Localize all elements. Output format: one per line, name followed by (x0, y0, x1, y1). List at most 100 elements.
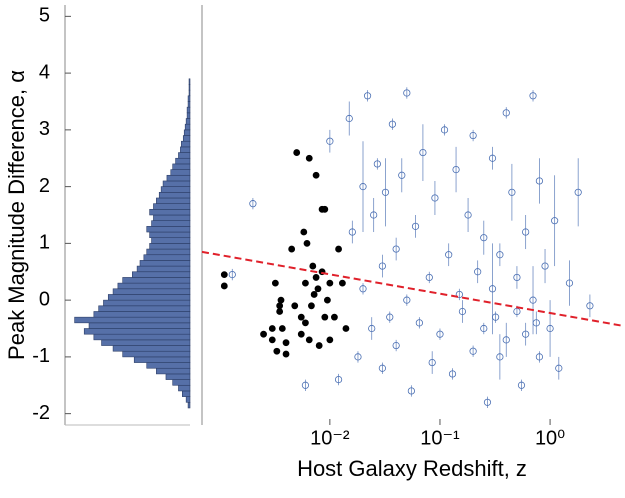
hist-bar (156, 367, 191, 375)
hist-bar (149, 243, 191, 250)
open-point (370, 211, 378, 219)
hist-bar (107, 294, 191, 301)
hist-bar (132, 271, 191, 278)
open-point (448, 370, 457, 378)
filled-point (273, 347, 281, 355)
open-point (502, 109, 510, 117)
filled-point (321, 313, 329, 321)
fit-line (201, 250, 623, 327)
x-tick-label: 10⁰ (535, 427, 565, 449)
hist-bar (166, 174, 191, 182)
open-point (326, 137, 334, 145)
hist-bar (103, 299, 191, 307)
hist-bar (178, 384, 191, 392)
hist-bar (162, 180, 191, 187)
hist-bar (170, 169, 191, 176)
open-point (363, 92, 372, 100)
hist-bar (160, 186, 191, 193)
open-point (452, 165, 460, 174)
hist-bar (122, 277, 191, 284)
filled-point (326, 336, 334, 344)
hist-bar (185, 396, 191, 403)
open-point (522, 330, 530, 338)
filled-point (297, 330, 305, 338)
open-point (301, 381, 310, 389)
hist-bar (187, 101, 191, 108)
hist-bar (181, 140, 191, 148)
open-point (431, 194, 439, 202)
filled-point (326, 279, 334, 287)
hist-bar (93, 311, 191, 318)
hist-bar (151, 220, 191, 227)
filled-point (282, 339, 290, 347)
open-point (407, 387, 415, 395)
open-point (529, 296, 537, 304)
hist-bar (153, 203, 191, 210)
filled-point (339, 279, 346, 287)
filled-point (312, 274, 320, 281)
filled-point (309, 262, 317, 270)
open-point (546, 324, 554, 333)
y-tick-label: 5 (39, 5, 50, 27)
hist-bar (93, 333, 191, 341)
hist-bar (185, 118, 191, 125)
filled-point (314, 285, 322, 293)
open-point (565, 279, 574, 287)
y-tick-label: 1 (39, 232, 50, 254)
filled-point (297, 313, 305, 321)
open-point (469, 347, 477, 355)
open-point (345, 114, 353, 123)
filled-point (293, 149, 301, 156)
open-point (368, 324, 376, 333)
y-axis-label: Peak Magnitude Difference, α (4, 70, 29, 360)
open-point (488, 154, 497, 162)
hist-bar (187, 401, 191, 409)
hist-bar (182, 135, 191, 142)
hist-bar (172, 163, 191, 170)
hist-bar (156, 197, 191, 204)
open-point (415, 319, 423, 327)
hist-bar (117, 282, 191, 290)
hist-bar (112, 288, 191, 295)
hist-bar (151, 237, 191, 244)
open-point (480, 324, 488, 333)
open-point (458, 307, 467, 316)
hist-bar (83, 328, 191, 335)
filled-point (300, 228, 308, 236)
open-point (555, 364, 563, 372)
filled-point (321, 205, 329, 213)
open-point (445, 251, 453, 259)
filled-point (278, 325, 286, 332)
x-axis-label: Host Galaxy Redshift, z (297, 456, 527, 481)
open-point (474, 268, 482, 276)
open-point (532, 319, 540, 327)
hist-bar (122, 350, 191, 358)
filled-point (305, 336, 313, 344)
hist-bar (149, 231, 191, 239)
hist-bar (98, 305, 191, 312)
open-point (483, 398, 492, 406)
y-tick-label: 3 (39, 118, 50, 140)
open-point (551, 217, 559, 225)
filled-point (315, 342, 323, 349)
filled-point (271, 279, 279, 287)
filled-point (308, 302, 315, 310)
hist-bar (158, 191, 191, 199)
open-point (228, 270, 236, 279)
filled-point (291, 302, 299, 310)
open-point (419, 148, 427, 157)
hist-bar (186, 106, 191, 114)
open-point (392, 341, 400, 350)
y-tick-label: 0 (39, 288, 50, 310)
hist-bar (146, 226, 191, 233)
hist-bar (186, 112, 191, 119)
open-point (513, 307, 521, 316)
hist-bar (187, 95, 191, 102)
x-tick-label: 10⁻² (310, 427, 350, 449)
open-point (488, 285, 497, 293)
open-point (574, 188, 582, 196)
hist-bar (146, 362, 191, 369)
filled-point (310, 291, 318, 298)
filled-point (288, 245, 296, 253)
open-point (480, 234, 488, 242)
